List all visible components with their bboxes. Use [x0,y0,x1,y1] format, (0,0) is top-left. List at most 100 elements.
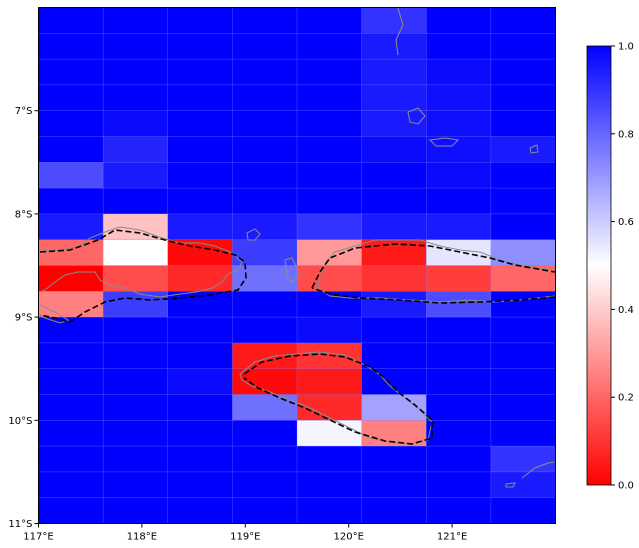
heatmap-cell [38,213,104,241]
coastlines [39,7,556,488]
heatmap-cell [232,136,298,163]
heatmap-cell [38,471,104,499]
heatmap-cell [38,420,104,447]
heatmap-cell [490,368,556,395]
heatmap-cell [426,84,492,112]
heatmap-cell [426,239,492,266]
heatmap-cell [103,188,169,215]
heatmap-cell [232,420,298,447]
colorbar-tick-label: 1.0 [618,42,634,53]
coastline-sumbawa-west [39,304,70,324]
heatmap-cell [167,446,233,473]
heatmap-cell [232,471,298,499]
heatmap-cell [167,265,233,292]
heatmap-cell [38,265,104,292]
coastline-komodo [284,257,301,283]
heatmap-cell [490,59,556,86]
y-axis-ticks: 7°S 8°S 9°S 10°S 11°S [8,106,39,530]
heatmap-cell [232,291,298,318]
heatmap-cell [103,7,169,34]
colorbar-ticks: 0.0 0.2 0.4 0.6 0.8 1.0 [611,42,634,492]
heatmap-cell [103,368,169,395]
heatmap-cell [167,110,233,137]
heatmap-cell [426,368,492,395]
heatmap-cell [426,317,492,344]
heatmap-cell [361,162,427,189]
heatmap-cells [38,7,556,524]
heatmap-cell [232,33,298,60]
heatmap-cell [167,342,233,370]
heatmap-cell [167,136,233,163]
heatmap-cell [297,342,363,370]
colorbar-tick-label: 0.2 [618,393,634,404]
heatmap-cell [103,291,169,318]
heatmap-cell [38,342,104,370]
heatmap-cell [297,471,363,499]
heatmap-cell [297,420,363,447]
heatmap-cell [361,188,427,215]
heatmap-cell [38,7,104,34]
heatmap-cell [232,446,298,473]
heatmap-cell [361,84,427,112]
heatmap-cell [103,471,169,499]
heatmap-cell [361,497,427,524]
heatmap-cell [361,446,427,473]
colorbar-tick-label: 0.4 [618,305,634,316]
heatmap-cell [103,317,169,344]
heatmap-cell [38,368,104,395]
heatmap-cell [490,446,556,473]
heatmap-cell [361,213,427,241]
heatmap-cell [232,265,298,292]
heatmap-cell [103,136,169,163]
heatmap-cell [297,7,363,34]
heatmap-cell [297,110,363,137]
heatmap-cell [38,59,104,86]
heatmap-cell [490,213,556,241]
heatmap-cell [490,162,556,189]
heatmap-cell [361,317,427,344]
heatmap-cell [361,136,427,163]
heatmap-cell [297,265,363,292]
heatmap-cell [297,446,363,473]
y-tick-label: 11°S [8,519,32,530]
heatmap-cell [297,213,363,241]
heatmap-cell [297,84,363,112]
boundary-flores [311,243,556,304]
heatmap-cell [103,420,169,447]
heatmap-cell [361,471,427,499]
heatmap-cell [361,59,427,86]
heatmap-cell [167,84,233,112]
heatmap-cell [103,59,169,86]
x-tick-label: 118°E [127,532,157,543]
heatmap-cell [103,84,169,112]
heatmap-cell [103,446,169,473]
heatmap-cell [297,59,363,86]
heatmap-cell [426,136,492,163]
y-tick-label: 8°S [15,209,33,220]
heatmap-cell [38,239,104,266]
heatmap-cell [297,33,363,60]
colorbar-tick-label: 0.0 [618,481,634,492]
heatmap-cell [297,136,363,163]
x-tick-label: 117°E [23,532,53,543]
heatmap-cell [426,342,492,370]
heatmap-cell [103,213,169,241]
heatmap-cell [103,239,169,266]
heatmap-cell [361,7,427,34]
heatmap-cell [426,110,492,137]
heatmap-cell [426,265,492,292]
heatmap-cell [38,162,104,189]
heatmap-cell [490,110,556,137]
heatmap-cell [361,291,427,318]
plot-frame [38,7,556,524]
heatmap-cell [426,497,492,524]
heatmap-cell [426,7,492,34]
colorbar [586,45,612,486]
gridlines [38,7,556,524]
coastline-islet-sangeang [246,228,261,241]
heatmap-cell [167,59,233,86]
heatmap-cell [490,471,556,499]
heatmap-cell [167,162,233,189]
boundary-sumbawa [39,229,247,323]
coastline-sumba [239,351,433,445]
